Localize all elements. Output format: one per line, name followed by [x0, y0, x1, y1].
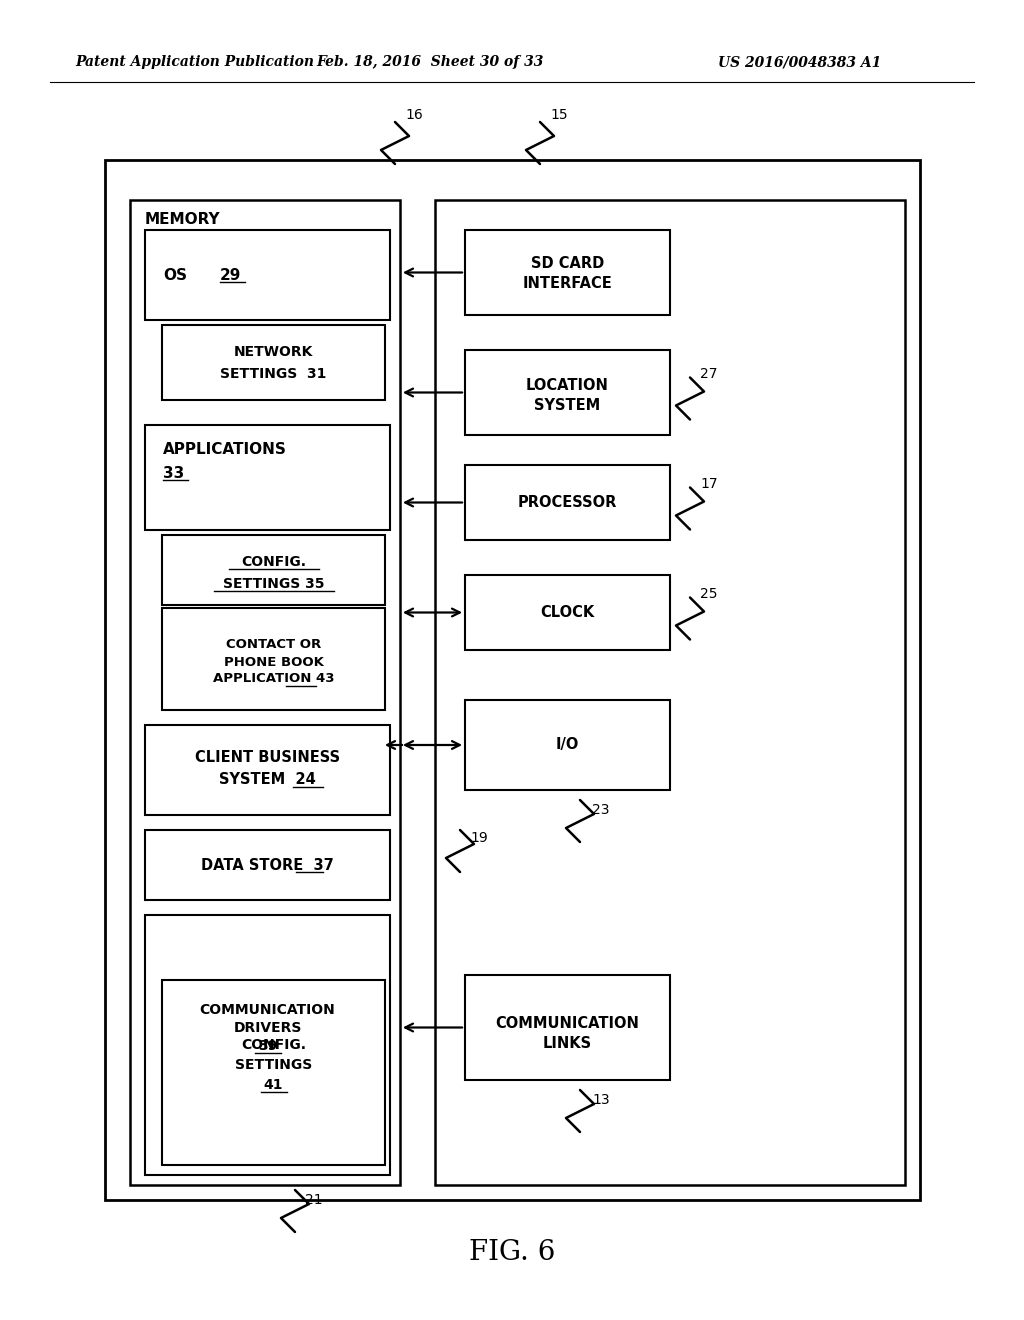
Text: CONFIG.: CONFIG.: [241, 1038, 306, 1052]
Bar: [465, 975, 670, 1080]
Text: PROCESSOR: PROCESSOR: [518, 495, 617, 510]
Bar: [105, 160, 920, 1200]
Text: 33: 33: [163, 466, 184, 480]
Text: MEMORY: MEMORY: [145, 213, 220, 227]
Text: 17: 17: [700, 478, 718, 491]
Bar: [465, 576, 670, 649]
Bar: [145, 725, 390, 814]
Text: 29: 29: [220, 268, 242, 282]
Text: COMMUNICATION: COMMUNICATION: [200, 1003, 336, 1016]
Text: SETTINGS  31: SETTINGS 31: [220, 367, 327, 381]
Text: SETTINGS: SETTINGS: [234, 1059, 312, 1072]
Text: 41: 41: [264, 1078, 284, 1092]
Bar: [465, 230, 670, 315]
Bar: [162, 979, 385, 1166]
Bar: [145, 915, 390, 1175]
Text: Patent Application Publication: Patent Application Publication: [75, 55, 314, 69]
Text: 27: 27: [700, 367, 718, 381]
Bar: [162, 609, 385, 710]
Text: I/O: I/O: [556, 738, 580, 752]
Text: LINKS: LINKS: [543, 1035, 592, 1051]
Text: DRIVERS: DRIVERS: [233, 1020, 302, 1035]
Text: NETWORK: NETWORK: [233, 346, 313, 359]
Text: COMMUNICATION: COMMUNICATION: [496, 1015, 639, 1031]
Text: OS: OS: [163, 268, 187, 282]
Bar: [162, 535, 385, 605]
Bar: [145, 425, 390, 531]
Text: 13: 13: [592, 1093, 609, 1107]
Bar: [465, 465, 670, 540]
Bar: [145, 230, 390, 319]
Text: US 2016/0048383 A1: US 2016/0048383 A1: [719, 55, 882, 69]
Text: DATA STORE  37: DATA STORE 37: [201, 858, 334, 873]
Text: FIG. 6: FIG. 6: [469, 1238, 555, 1266]
Text: 19: 19: [470, 832, 487, 845]
Bar: [162, 325, 385, 400]
Text: CONFIG.: CONFIG.: [241, 554, 306, 569]
Text: SETTINGS 35: SETTINGS 35: [223, 577, 325, 591]
Text: CONTACT OR: CONTACT OR: [226, 639, 322, 652]
Text: 25: 25: [700, 587, 718, 602]
Text: LOCATION: LOCATION: [526, 378, 609, 392]
Text: 23: 23: [592, 803, 609, 817]
Text: SYSTEM: SYSTEM: [535, 397, 601, 412]
Bar: [465, 700, 670, 789]
Text: 39: 39: [258, 1039, 278, 1053]
Text: SYSTEM  24: SYSTEM 24: [219, 772, 315, 788]
Text: APPLICATIONS: APPLICATIONS: [163, 442, 287, 458]
Text: CLOCK: CLOCK: [541, 605, 595, 620]
Text: PHONE BOOK: PHONE BOOK: [223, 656, 324, 668]
Text: APPLICATION 43: APPLICATION 43: [213, 672, 334, 685]
Bar: [435, 201, 905, 1185]
Text: SD CARD: SD CARD: [530, 256, 604, 271]
Text: Feb. 18, 2016  Sheet 30 of 33: Feb. 18, 2016 Sheet 30 of 33: [316, 55, 544, 69]
Bar: [465, 350, 670, 436]
Text: INTERFACE: INTERFACE: [522, 276, 612, 290]
Text: CLIENT BUSINESS: CLIENT BUSINESS: [195, 751, 340, 766]
Bar: [145, 830, 390, 900]
Text: 21: 21: [305, 1193, 323, 1206]
Text: 16: 16: [406, 108, 423, 121]
Text: 15: 15: [550, 108, 567, 121]
Bar: [130, 201, 400, 1185]
